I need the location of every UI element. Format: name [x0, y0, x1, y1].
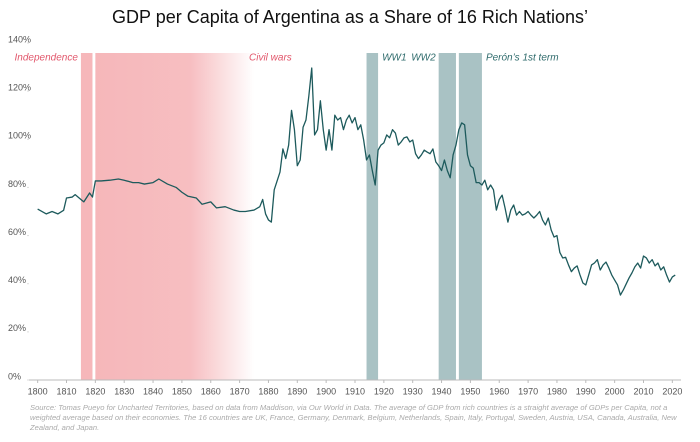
shaded-region: [458, 53, 482, 380]
x-tick-label: 1920: [374, 386, 394, 396]
y-tick-label: 0%: [8, 371, 21, 381]
source-note: Source: Tomas Pueyo for Uncharted Territ…: [30, 403, 677, 432]
region-label: Independence: [15, 53, 79, 64]
y-tick-label: 40%: [8, 275, 26, 285]
x-tick-label: 1870: [230, 386, 250, 396]
region-label: Perón’s 1st term: [486, 53, 559, 64]
y-tick-label: 80%: [8, 179, 26, 189]
region-label: WW1: [382, 53, 406, 64]
x-tick-label: 1930: [403, 386, 423, 396]
x-tick-label: 1810: [56, 386, 76, 396]
y-tick-label: 20%: [8, 323, 26, 333]
x-tick-label: 1820: [85, 386, 105, 396]
shaded-region: [438, 53, 456, 380]
x-tick-label: 1830: [114, 386, 134, 396]
chart-title: GDP per Capita of Argentina as a Share o…: [112, 7, 588, 27]
x-tick-label: 1840: [143, 386, 163, 396]
x-tick-label: 1950: [460, 386, 480, 396]
y-tick-label: 100%: [8, 131, 31, 141]
data-line: [37, 67, 676, 296]
shaded-region: [366, 53, 379, 380]
x-tick-label: 1800: [28, 386, 48, 396]
x-tick-label: 1900: [316, 386, 336, 396]
y-tick-label: 120%: [8, 83, 31, 93]
x-tick-label: 1880: [258, 386, 278, 396]
x-tick-label: 2020: [662, 386, 682, 396]
x-tick-label: 1940: [432, 386, 452, 396]
x-tick-label: 2000: [605, 386, 625, 396]
y-tick-label: 60%: [8, 227, 26, 237]
region-label: WW2: [411, 53, 436, 64]
shaded-region: [80, 53, 93, 380]
x-tick-label: 2010: [633, 386, 653, 396]
x-tick-label: 1990: [576, 386, 596, 396]
x-tick-label: 1980: [547, 386, 567, 396]
region-label: Civil wars: [249, 53, 292, 64]
x-tick-label: 1960: [489, 386, 509, 396]
x-tick-label: 1850: [172, 386, 192, 396]
y-tick-label: 140%: [8, 34, 31, 44]
x-tick-label: 1970: [518, 386, 538, 396]
x-tick-label: 1910: [345, 386, 365, 396]
shaded-region: [95, 53, 255, 380]
x-tick-label: 1890: [287, 386, 307, 396]
x-tick-label: 1860: [201, 386, 221, 396]
